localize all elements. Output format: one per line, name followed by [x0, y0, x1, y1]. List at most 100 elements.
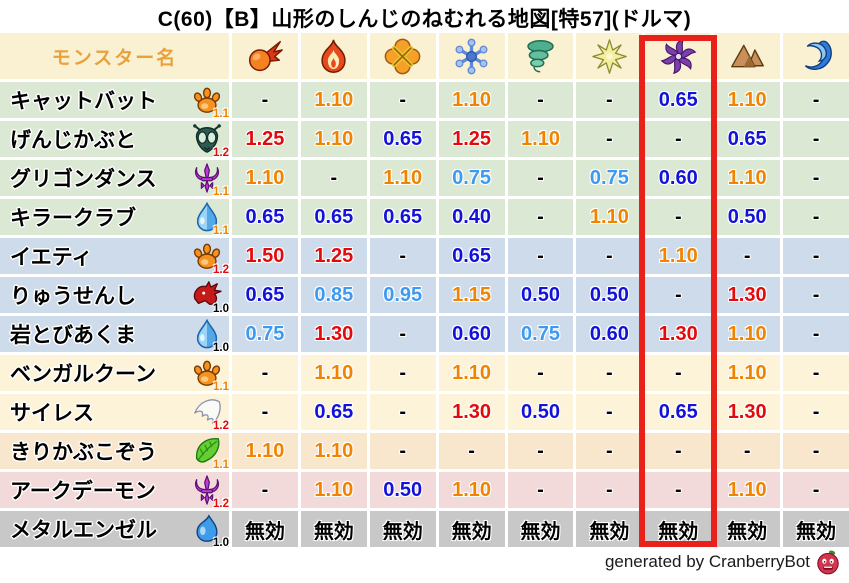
- family-multiplier: 1.1: [213, 459, 229, 471]
- resistance-value: -: [576, 121, 643, 157]
- resistance-value: 0.75: [438, 160, 505, 196]
- resistance-value: 1.10: [300, 433, 367, 469]
- resistance-value: 1.30: [714, 394, 781, 430]
- resistance-value: 無効: [369, 511, 436, 547]
- resistance-value: 無効: [438, 511, 505, 547]
- resistance-value: -: [369, 238, 436, 274]
- resistance-value: 1.10: [438, 472, 505, 508]
- resistance-value: -: [576, 238, 643, 274]
- footer-credit-text: generated by CranberryBot: [604, 552, 810, 571]
- resistance-value: -: [507, 199, 574, 235]
- monster-name: 岩とびあくま: [10, 324, 136, 347]
- monster-name-cell: グリゴンダンス 1.1: [0, 160, 229, 198]
- paw-icon: 1.1: [192, 85, 229, 120]
- resistance-value: -: [369, 82, 436, 118]
- family-multiplier: 1.2: [213, 420, 229, 432]
- resistance-value: 1.10: [714, 355, 781, 391]
- snowflake-icon: [438, 33, 505, 79]
- resistance-value: 1.10: [300, 472, 367, 508]
- resistance-value: 1.10: [300, 121, 367, 157]
- resistance-value: 0.75: [507, 316, 574, 352]
- resistance-value: -: [645, 277, 712, 313]
- resistance-value: 1.10: [714, 160, 781, 196]
- resistance-value: 0.65: [645, 394, 712, 430]
- monster-name-cell: キャットバット 1.1: [0, 82, 229, 120]
- resistance-value: 0.65: [369, 199, 436, 235]
- resistance-value: 1.10: [507, 121, 574, 157]
- cranberry-icon: [815, 549, 841, 575]
- resistance-value: -: [576, 394, 643, 430]
- resistance-value: 1.10: [438, 82, 505, 118]
- resistance-value: 1.50: [232, 238, 298, 274]
- family-multiplier: 1.0: [213, 303, 229, 315]
- resistance-value: -: [783, 394, 849, 430]
- pinwheel-icon: [645, 33, 712, 79]
- resistance-value: 0.50: [369, 472, 436, 508]
- resistance-value: 1.30: [645, 316, 712, 352]
- resistance-value: 0.40: [438, 199, 505, 235]
- resistance-value: -: [232, 394, 298, 430]
- resistance-value: 0.65: [714, 121, 781, 157]
- resistance-value: 1.30: [300, 316, 367, 352]
- resistance-value: -: [576, 433, 643, 469]
- resistance-value: -: [783, 199, 849, 235]
- resistance-value: -: [645, 355, 712, 391]
- resistance-value: -: [714, 238, 781, 274]
- monster-name: イエティ: [10, 246, 93, 269]
- resistance-value: 0.65: [232, 277, 298, 313]
- resistance-value: 0.85: [300, 277, 367, 313]
- resistance-value: 0.50: [507, 277, 574, 313]
- resistance-value: -: [783, 316, 849, 352]
- resistance-value: -: [783, 82, 849, 118]
- resistance-value: 1.10: [300, 82, 367, 118]
- monster-name-cell: キラークラブ 1.1: [0, 199, 229, 237]
- page-title: C(60)【B】山形のしんじのねむれる地図[特57](ドルマ): [157, 8, 692, 31]
- wing-icon: 1.2: [192, 397, 229, 432]
- monster-name: グリゴンダンス: [10, 168, 157, 191]
- resistance-value: 0.60: [576, 316, 643, 352]
- resistance-table: モンスター名 キャットバット 1.1-1.10-1.10- -0.65 1.10- げん…: [0, 33, 849, 549]
- resistance-value: -: [783, 433, 849, 469]
- mountain-icon: [714, 33, 781, 79]
- resistance-value: -: [645, 472, 712, 508]
- monster-name: アークデーモン: [10, 480, 156, 503]
- resistance-value: 1.10: [714, 472, 781, 508]
- monster-name: げんじかぶと: [10, 129, 136, 152]
- monster-name: キラークラブ: [10, 207, 136, 230]
- resistance-value: -: [507, 238, 574, 274]
- resistance-value: -: [576, 82, 643, 118]
- family-multiplier: 1.2: [213, 498, 229, 510]
- resistance-value: 1.30: [438, 394, 505, 430]
- monster-name-cell: ベンガルクーン 1.1: [0, 355, 229, 393]
- family-multiplier: 1.2: [213, 147, 229, 159]
- resistance-value: 0.65: [645, 82, 712, 118]
- resistance-value: -: [507, 433, 574, 469]
- resistance-value: 無効: [232, 511, 298, 547]
- resistance-value: 1.10: [300, 355, 367, 391]
- resistance-value: -: [783, 121, 849, 157]
- resistance-value: 1.10: [232, 160, 298, 196]
- monster-name-cell: げんじかぶと 1.2: [0, 121, 229, 159]
- demon-icon: 1.2: [192, 475, 229, 510]
- resistance-value: 1.10: [438, 355, 505, 391]
- family-multiplier: 1.1: [213, 381, 229, 393]
- monster-name-cell: メタルエンゼル 1.0: [0, 511, 229, 549]
- monster-name: メタルエンゼル: [10, 519, 157, 542]
- resistance-value: 無効: [300, 511, 367, 547]
- family-multiplier: 1.1: [213, 225, 229, 237]
- resistance-value: 0.65: [369, 121, 436, 157]
- resistance-value: -: [783, 472, 849, 508]
- resistance-value: -: [645, 433, 712, 469]
- resistance-value: -: [232, 472, 298, 508]
- resistance-value: 無効: [783, 511, 849, 547]
- resistance-value: 1.10: [576, 199, 643, 235]
- resistance-value: 1.15: [438, 277, 505, 313]
- dragon-icon: 1.0: [192, 280, 229, 315]
- monster-name-cell: きりかぶこぞう 1.1: [0, 433, 229, 471]
- resistance-value: 0.60: [645, 160, 712, 196]
- monster-name-cell: りゅうせんし 1.0: [0, 277, 229, 315]
- flame-icon: [300, 33, 367, 79]
- resistance-value: 1.10: [369, 160, 436, 196]
- fireball-icon: [232, 33, 298, 79]
- bug-icon: 1.2: [192, 124, 229, 159]
